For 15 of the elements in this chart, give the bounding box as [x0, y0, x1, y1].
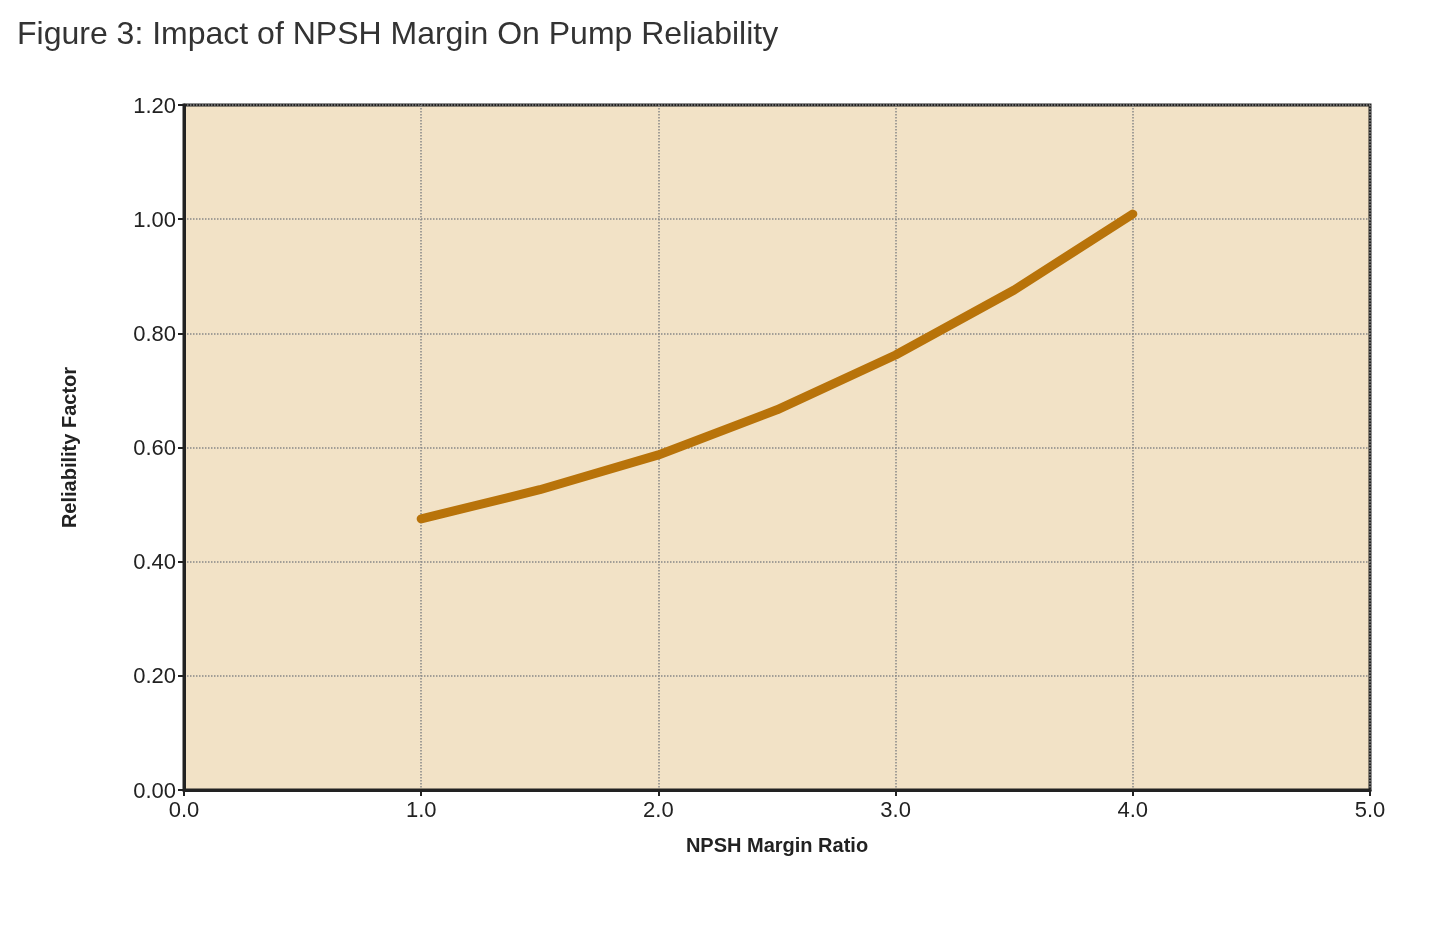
y-tick-label: 0.40: [133, 549, 176, 575]
x-tick-label: 2.0: [643, 796, 674, 822]
y-tick-label: 0.60: [133, 435, 176, 460]
x-tick-label: 3.0: [880, 796, 911, 822]
y-tick-label: 0.20: [133, 663, 176, 689]
y-tick-label: 0.80: [133, 320, 176, 346]
x-tick-label: 1.0: [405, 796, 437, 822]
y-tick-label: 1.20: [133, 92, 176, 118]
y-tick-label: 0.00: [133, 777, 176, 803]
y-axis-title: Reliability Factor: [58, 366, 80, 529]
x-tick-label: 5.0: [1354, 796, 1386, 822]
y-tick-label: 1.00: [133, 206, 176, 232]
x-axis-title: NPSH Margin Ratio: [685, 834, 869, 856]
x-tick-label: 4.0: [1117, 796, 1149, 822]
chart-title: Figure 3: Impact of NPSH Margin On Pump Reliability: [17, 15, 779, 51]
